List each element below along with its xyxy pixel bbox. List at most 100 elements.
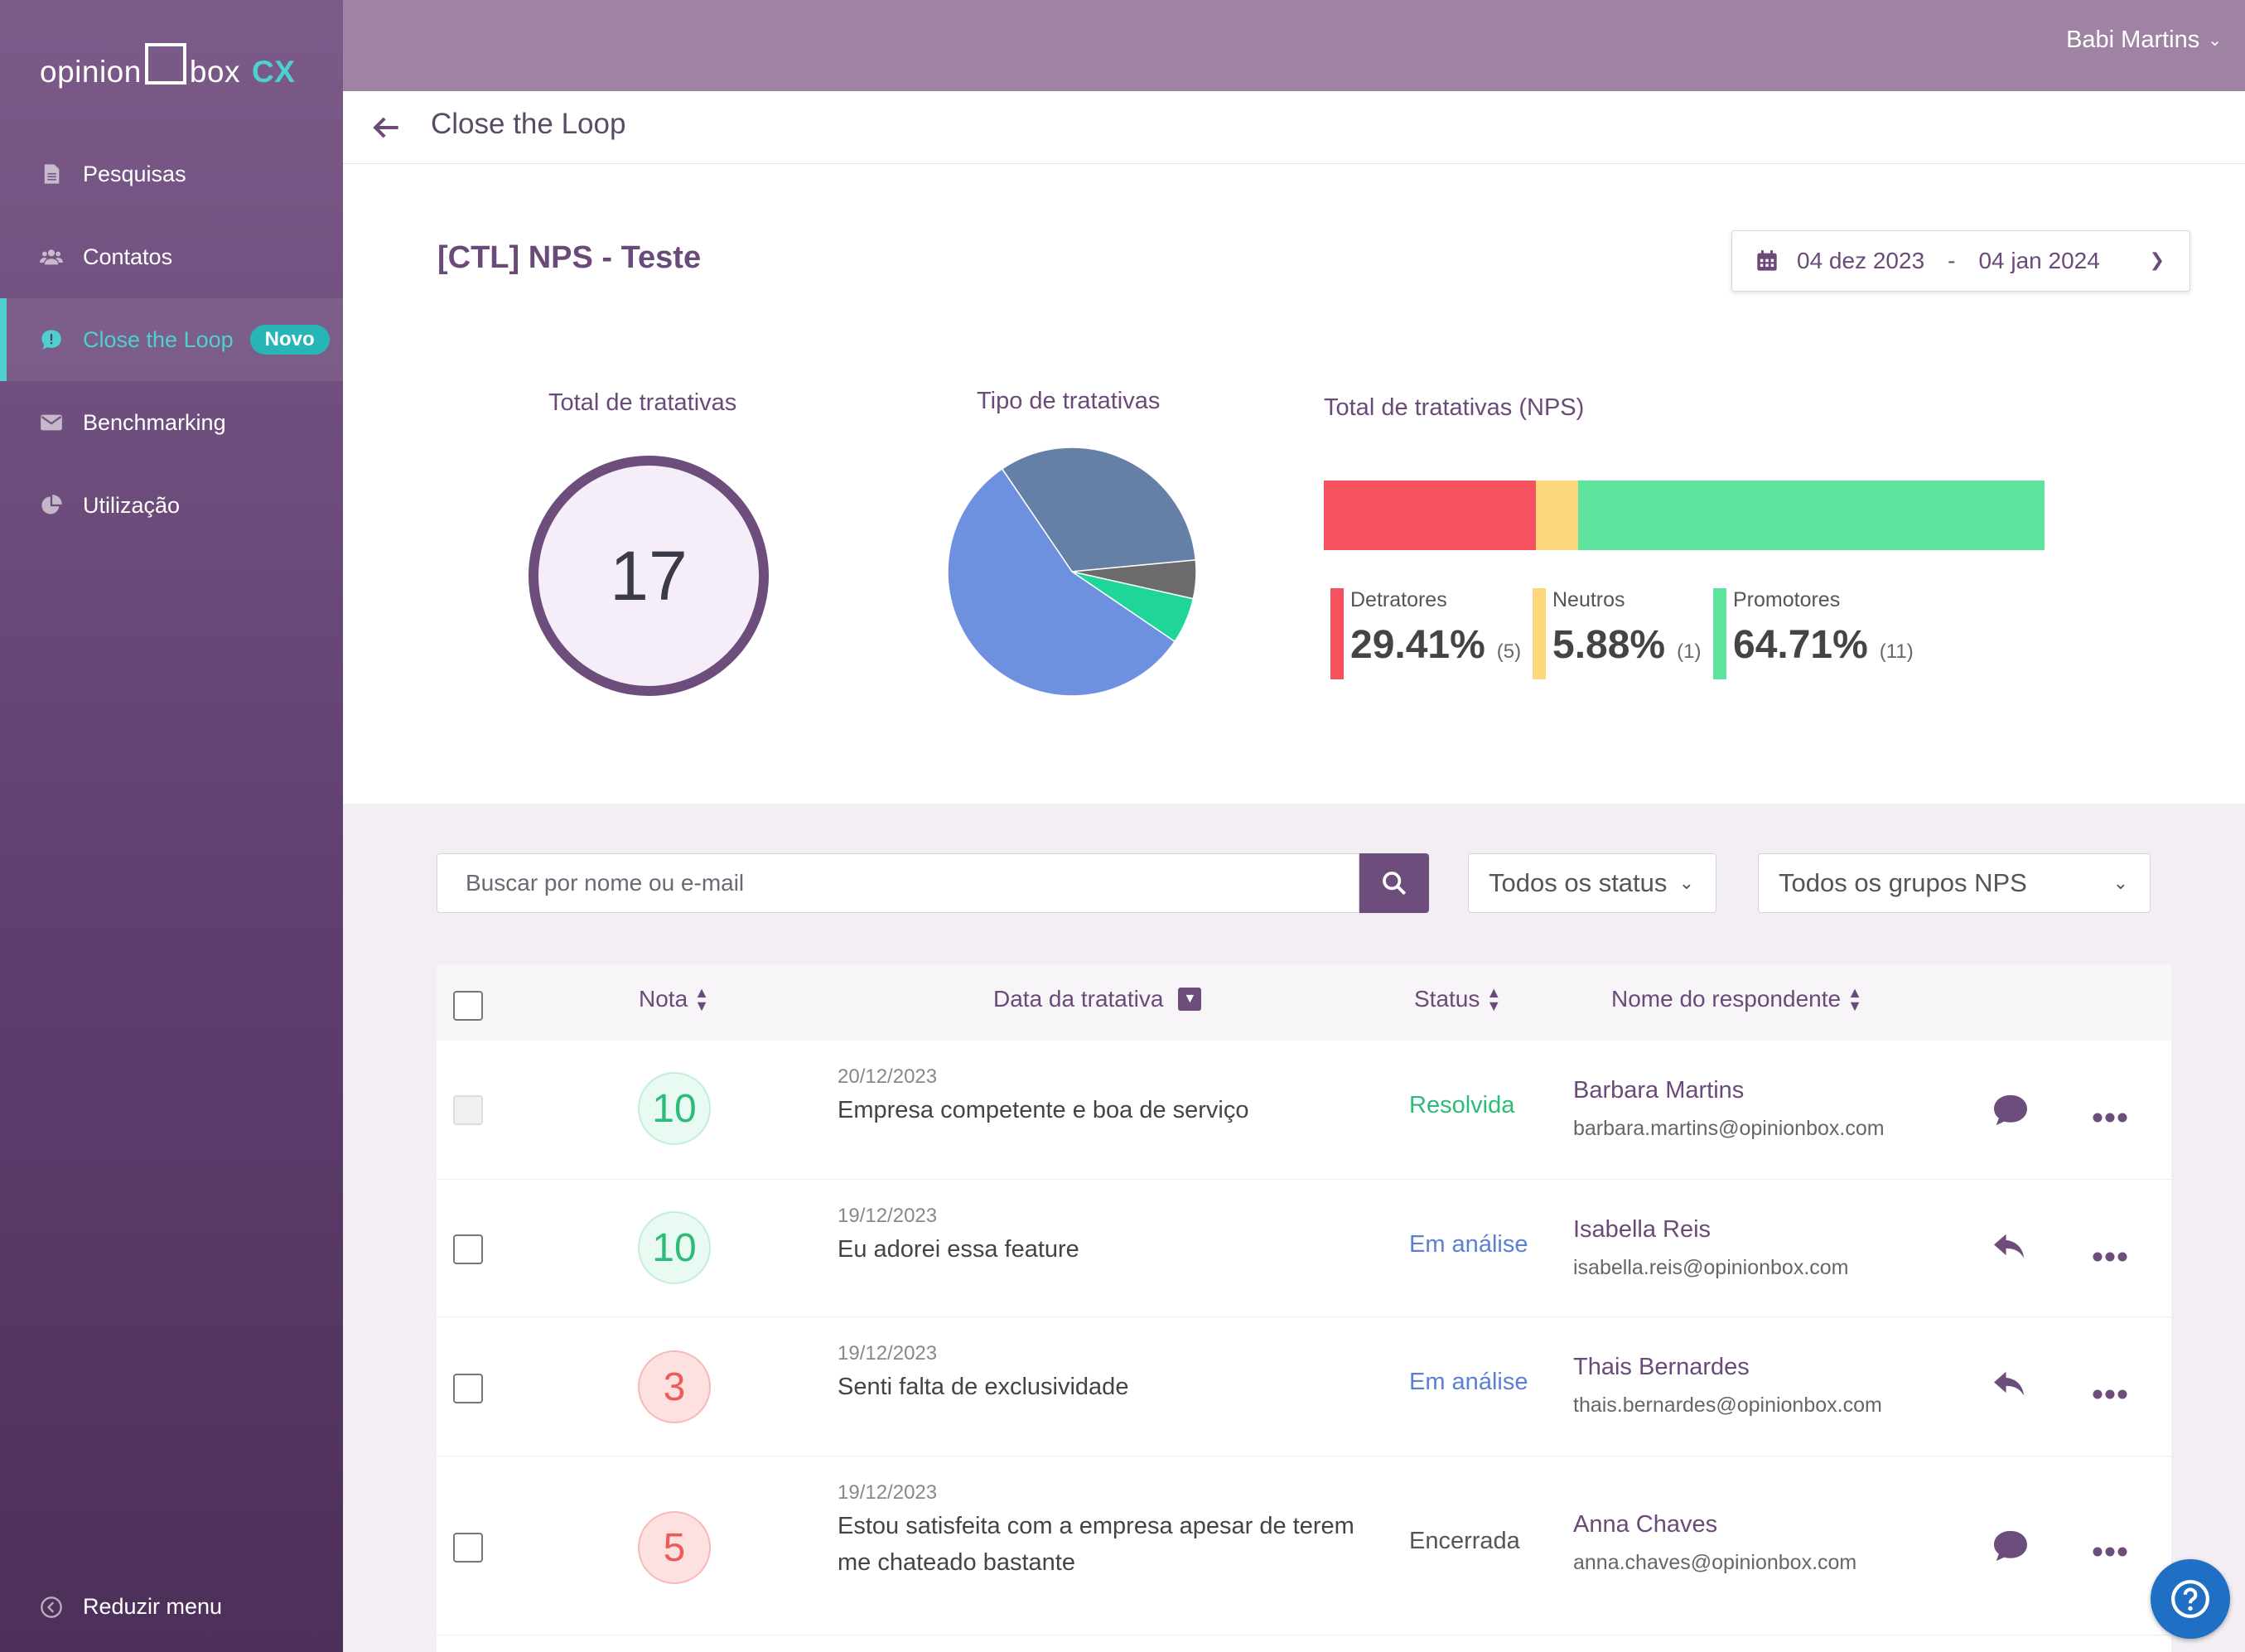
reduce-menu-button[interactable]: Reduzir menu bbox=[40, 1594, 222, 1620]
pie-slice-0 bbox=[1001, 447, 1197, 572]
document-icon bbox=[44, 164, 60, 184]
chevron-down-icon: ❯ bbox=[2149, 249, 2165, 270]
table-row[interactable]: 5 19/12/2023 Estou satisfeita com a empr… bbox=[437, 1456, 2171, 1635]
more-options-icon[interactable] bbox=[2092, 1251, 2128, 1263]
date-range-picker[interactable]: 04 dez 2023 - 04 jan 2024 ❯ bbox=[1731, 230, 2190, 292]
envelope-icon bbox=[41, 414, 62, 431]
sidebar-item-label: Pesquisas bbox=[83, 161, 186, 186]
legend-color-bar bbox=[1533, 588, 1546, 679]
nps-bar-segment-promotores bbox=[1578, 481, 2045, 550]
table-row[interactable]: 3 19/12/2023 Senti falta de exclusividad… bbox=[437, 1317, 2171, 1456]
score-circle: 10 bbox=[638, 1211, 711, 1284]
help-button[interactable] bbox=[2151, 1559, 2230, 1639]
pie-slice-3 bbox=[947, 467, 1176, 697]
chevron-down-icon: ⌄ bbox=[1678, 872, 1694, 893]
column-nome[interactable]: Nome do respondente ▲ ▼ bbox=[1611, 984, 1862, 1015]
reply-icon[interactable] bbox=[1992, 1369, 2029, 1402]
question-icon bbox=[2171, 1580, 2209, 1618]
row-status: Em análise bbox=[1409, 1369, 1528, 1395]
survey-title: [CTL] NPS - Teste bbox=[437, 240, 702, 275]
sort-icon: ▲ ▼ bbox=[1486, 984, 1502, 1015]
search-input[interactable]: Buscar por nome ou e-mail bbox=[437, 853, 1359, 913]
opinionbox-logo[interactable]: opinion box CX bbox=[40, 43, 295, 89]
respondent-name: Barbara Martins bbox=[1573, 1077, 1745, 1104]
status-filter-select[interactable]: Todos os status ⌄ bbox=[1468, 853, 1716, 913]
respondent-name: Thais Bernardes bbox=[1573, 1354, 1750, 1380]
score-circle: 5 bbox=[638, 1511, 711, 1584]
reply-icon[interactable] bbox=[1992, 1231, 2029, 1264]
pie-chart-icon bbox=[41, 495, 62, 514]
legend-count: (1) bbox=[1677, 640, 1702, 663]
table-header: Nota ▲ ▼ Data da tratativa ▼ Status ▲ ▼ No… bbox=[437, 964, 2171, 1041]
respondent-email: thais.bernardes@opinionbox.com bbox=[1573, 1394, 1882, 1417]
column-data[interactable]: Data da tratativa ▼ bbox=[993, 986, 1202, 1012]
legend-label: Neutros bbox=[1552, 588, 1625, 611]
legend-promotores: Promotores 64.71% (11) bbox=[1713, 588, 1914, 679]
column-nota[interactable]: Nota ▲ ▼ bbox=[639, 984, 709, 1015]
respondent-email: barbara.martins@opinionbox.com bbox=[1573, 1117, 1885, 1140]
column-label: Nome do respondente bbox=[1611, 986, 1842, 1012]
score-circle: 10 bbox=[638, 1072, 711, 1145]
legend-count: (11) bbox=[1879, 640, 1914, 663]
chat-icon[interactable] bbox=[1992, 1529, 2029, 1563]
sort-icon: ▲ ▼ bbox=[694, 984, 709, 1015]
logo-text: box bbox=[189, 55, 240, 89]
more-options-icon[interactable] bbox=[2092, 1112, 2128, 1123]
sidebar: opinion box CX Pesquisas Contatos Close … bbox=[0, 0, 343, 1652]
nps-group-filter-select[interactable]: Todos os grupos NPS ⌄ bbox=[1758, 853, 2151, 913]
row-status: Encerrada bbox=[1409, 1528, 1520, 1554]
more-options-icon[interactable] bbox=[2092, 1389, 2128, 1400]
row-comment: Empresa competente e boa de serviço bbox=[838, 1097, 1249, 1123]
nps-bar-segment-neutros bbox=[1535, 481, 1578, 550]
row-comment: Eu adorei essa feature bbox=[838, 1236, 1079, 1263]
nps-bar-segment-detratores bbox=[1324, 481, 1536, 550]
logo-text: opinion bbox=[40, 55, 142, 89]
table-row[interactable]: 10 20/12/2023 Empresa competente e boa d… bbox=[437, 1041, 2171, 1180]
legend-percent: 29.41% bbox=[1350, 623, 1485, 667]
sort-icon: ▲ ▼ bbox=[1847, 984, 1862, 1015]
sidebar-item-contatos[interactable]: Contatos bbox=[0, 215, 343, 298]
search-icon bbox=[1383, 872, 1407, 896]
sidebar-item-utilizacao[interactable]: Utilização bbox=[0, 464, 343, 547]
row-comment: Senti falta de exclusividade bbox=[838, 1374, 1129, 1400]
legend-count: (5) bbox=[1496, 640, 1522, 663]
sidebar-item-close-the-loop[interactable]: Close the Loop Novo bbox=[0, 298, 343, 381]
sidebar-item-label: Utilização bbox=[83, 492, 181, 518]
dashboard-panel: [CTL] NPS - Teste 04 dez 2023 - 04 jan 2… bbox=[343, 164, 2245, 804]
date-start: 04 dez 2023 bbox=[1797, 248, 1925, 273]
respondent-email: isabella.reis@opinionbox.com bbox=[1573, 1256, 1849, 1279]
legend-label: Promotores bbox=[1733, 588, 1841, 611]
sidebar-item-pesquisas[interactable]: Pesquisas bbox=[0, 133, 343, 215]
column-label: Data da tratativa bbox=[993, 986, 1164, 1012]
search-button[interactable] bbox=[1359, 853, 1429, 913]
score-value: 10 bbox=[652, 1225, 697, 1270]
column-label: Nota bbox=[639, 986, 688, 1012]
chat-icon[interactable] bbox=[1992, 1094, 2029, 1127]
column-status[interactable]: Status ▲ ▼ bbox=[1414, 984, 1502, 1015]
select-all-checkbox[interactable] bbox=[453, 991, 483, 1021]
user-menu[interactable]: Babi Martins ⌄ bbox=[2066, 27, 2222, 54]
row-checkbox[interactable] bbox=[453, 1533, 483, 1563]
back-arrow-icon[interactable] bbox=[368, 109, 404, 146]
row-status: Em análise bbox=[1409, 1231, 1528, 1258]
row-checkbox[interactable] bbox=[453, 1234, 483, 1264]
type-pie-chart bbox=[947, 447, 1197, 697]
row-date: 20/12/2023 bbox=[838, 1065, 938, 1088]
legend-label: Detratores bbox=[1350, 588, 1447, 611]
legend-detratores: Detratores 29.41% (5) bbox=[1330, 588, 1521, 679]
table-row[interactable]: 10 19/12/2023 Eu adorei essa feature Em … bbox=[437, 1180, 2171, 1317]
legend-percent: 5.88% bbox=[1552, 623, 1666, 667]
more-options-icon[interactable] bbox=[2092, 1546, 2128, 1558]
search-placeholder: Buscar por nome ou e-mail bbox=[466, 870, 745, 896]
sidebar-item-benchmarking[interactable]: Benchmarking bbox=[0, 381, 343, 464]
sidebar-item-label: Contatos bbox=[83, 244, 173, 269]
total-label: Total de tratativas bbox=[548, 389, 737, 416]
collapse-left-icon bbox=[41, 1596, 62, 1618]
sidebar-item-label: Close the Loop bbox=[83, 326, 234, 352]
reduce-menu-label: Reduzir menu bbox=[83, 1594, 223, 1619]
calendar-icon bbox=[1757, 250, 1777, 271]
page-header: Close the Loop bbox=[343, 91, 2245, 164]
tratativas-table: Nota ▲ ▼ Data da tratativa ▼ Status ▲ ▼ No… bbox=[437, 964, 2171, 1652]
respondent-email: anna.chaves@opinionbox.com bbox=[1573, 1551, 1857, 1574]
row-checkbox[interactable] bbox=[453, 1374, 483, 1403]
